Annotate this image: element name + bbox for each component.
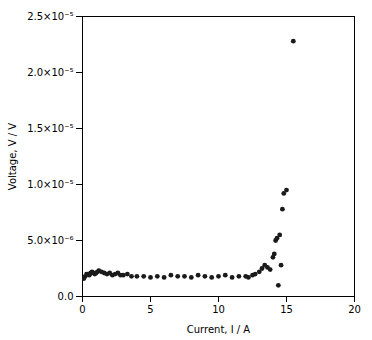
svg-text:5.0×10⁻⁶: 5.0×10⁻⁶: [27, 235, 73, 246]
svg-text:2.5×10⁻⁵: 2.5×10⁻⁵: [27, 11, 73, 22]
svg-text:5: 5: [147, 304, 153, 315]
svg-text:15: 15: [280, 304, 293, 315]
svg-text:1.0×10⁻⁵: 1.0×10⁻⁵: [27, 179, 73, 190]
svg-text:20: 20: [348, 304, 361, 315]
svg-text:1.5×10⁻⁵: 1.5×10⁻⁵: [27, 123, 73, 134]
svg-text:Current, I / A: Current, I / A: [187, 324, 251, 335]
svg-text:Voltage, V / V: Voltage, V / V: [7, 123, 18, 190]
svg-text:10: 10: [212, 304, 225, 315]
svg-text:0: 0: [79, 304, 85, 315]
svg-text:0.0: 0.0: [58, 291, 74, 302]
svg-text:2.0×10⁻⁵: 2.0×10⁻⁵: [27, 67, 73, 78]
